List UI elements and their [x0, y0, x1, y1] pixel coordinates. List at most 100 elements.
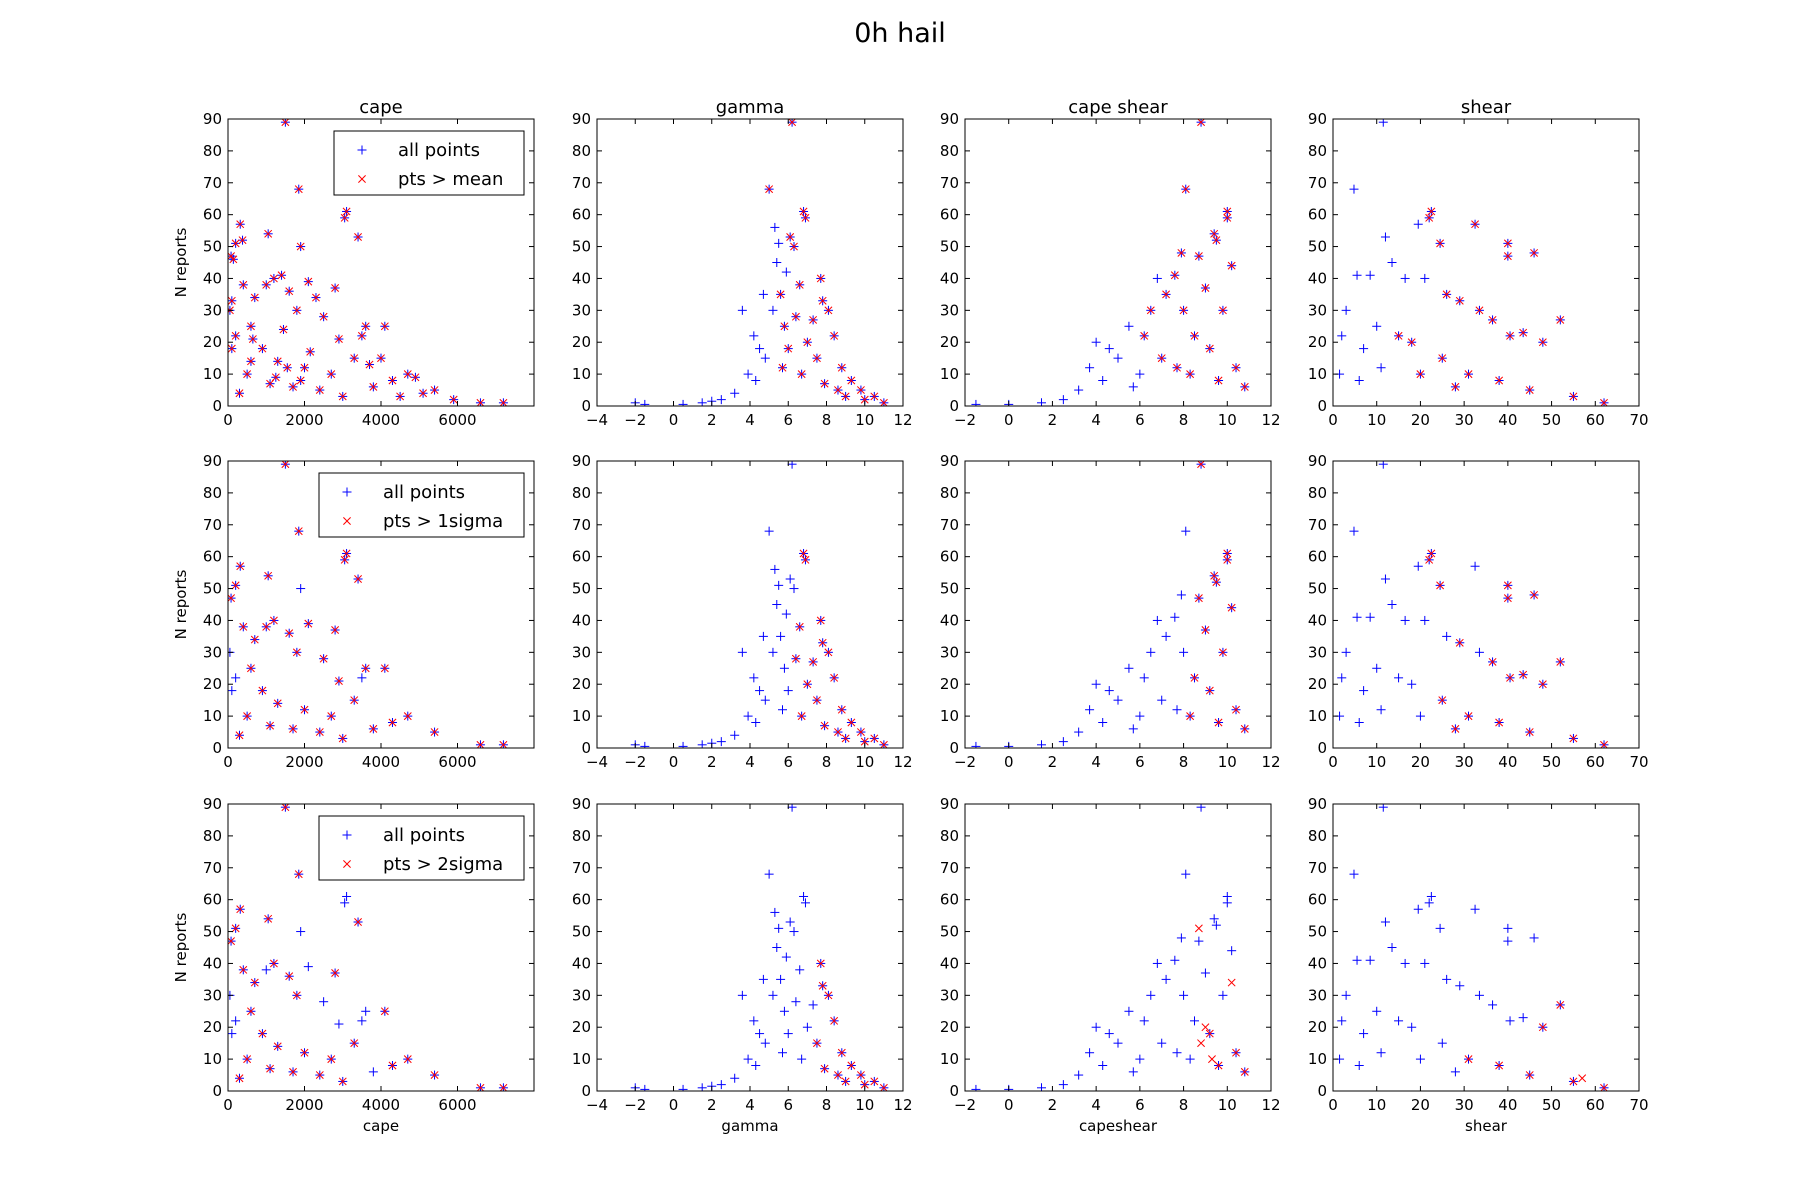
data-point	[281, 804, 290, 812]
data-point	[1380, 574, 1390, 584]
series-selected-points	[765, 119, 888, 406]
data-point	[1214, 1061, 1223, 1070]
data-point	[340, 898, 350, 908]
data-point	[476, 398, 485, 406]
y-tick-label: 30	[572, 643, 591, 661]
data-point	[1365, 270, 1375, 280]
data-point	[1455, 638, 1464, 647]
axes-frame	[964, 118, 1272, 407]
x-axis-label: shear	[1465, 1117, 1508, 1135]
data-point	[1179, 306, 1188, 315]
axes-frame	[1332, 803, 1640, 1092]
data-point	[1209, 914, 1219, 924]
data-point	[1442, 631, 1452, 641]
data-point	[258, 344, 267, 353]
data-point	[1091, 679, 1101, 689]
x-tick-label: 50	[1542, 1096, 1561, 1114]
data-point	[269, 616, 278, 625]
data-point	[266, 721, 275, 730]
data-point	[1140, 331, 1149, 340]
legend: all points pts > 1sigma	[318, 472, 525, 538]
y-tick-label: 10	[940, 365, 959, 383]
data-point	[1201, 284, 1210, 292]
data-point	[1190, 673, 1199, 682]
data-point	[1232, 705, 1240, 714]
data-point	[430, 386, 439, 395]
data-point	[235, 389, 244, 398]
data-point	[795, 965, 805, 975]
data-point	[830, 1016, 839, 1025]
y-tick-label: 40	[940, 611, 959, 629]
data-point	[1495, 376, 1504, 385]
data-point	[751, 375, 761, 385]
data-point	[380, 322, 389, 331]
x-tick-label: 2	[1048, 1096, 1058, 1114]
subplot-1-3: 0 10 20 30 40 50 60 70 0 10 20 30 40 50 60 70 80 90	[1308, 452, 1649, 771]
data-point	[1400, 958, 1410, 968]
y-tick-label: 10	[1308, 365, 1327, 383]
subplot-0-1: −4 −2 0 2 4 6 8 10 12 0 10 20 30 40 50 60 70 80 90 gamma	[572, 97, 913, 429]
series-all-points	[630, 804, 889, 1091]
y-axis-label: N reports	[172, 228, 190, 298]
data-point	[841, 1077, 850, 1086]
x-tick-label: 20	[1411, 753, 1430, 771]
data-point	[800, 898, 810, 908]
y-tick-label: 0	[581, 397, 591, 415]
data-point	[380, 664, 389, 673]
y-tick-label: 70	[1308, 516, 1327, 534]
data-point	[1201, 1023, 1210, 1032]
data-point	[751, 1060, 761, 1070]
y-tick-label: 60	[203, 891, 222, 909]
data-point	[755, 1029, 765, 1039]
y-tick-label: 70	[572, 174, 591, 192]
x-tick-label: 10	[855, 1096, 874, 1114]
y-tick-label: 70	[203, 859, 222, 877]
series-selected-points	[1425, 549, 1608, 748]
data-point	[830, 673, 839, 682]
x-tick-label: 6	[1135, 753, 1145, 771]
data-point	[1212, 578, 1221, 587]
x-tick-label: 4000	[362, 411, 400, 429]
x-tick-label: 0	[1328, 753, 1338, 771]
data-point	[1152, 958, 1162, 968]
series-all-points	[630, 461, 889, 748]
data-point	[239, 965, 248, 974]
data-point	[1181, 185, 1190, 194]
data-point	[1091, 1022, 1101, 1032]
y-tick-label: 60	[940, 548, 959, 566]
data-point	[1438, 696, 1447, 705]
data-point	[812, 354, 821, 363]
data-point	[774, 238, 784, 248]
data-point	[1354, 717, 1364, 727]
data-point	[1212, 236, 1221, 245]
data-point	[749, 673, 759, 683]
data-point	[770, 222, 780, 232]
data-point	[678, 399, 688, 406]
data-point	[1223, 549, 1232, 558]
subplot-2-0: 0 2000 4000 6000 0 10 20 30 40 50 60 70 80 90 cape N re…	[172, 795, 535, 1135]
data-point	[1240, 724, 1249, 733]
data-point	[1085, 1048, 1095, 1058]
y-tick-label: 80	[940, 142, 959, 160]
data-point	[388, 1061, 397, 1070]
data-point	[1372, 321, 1382, 331]
data-point	[1495, 1061, 1504, 1070]
data-point	[760, 695, 770, 705]
y-tick-label: 50	[572, 580, 591, 598]
legend-plus-icon	[342, 830, 352, 840]
x-tick-label: 6	[783, 411, 793, 429]
data-point	[304, 277, 313, 286]
y-tick-label: 30	[203, 986, 222, 1004]
data-point	[834, 1071, 842, 1080]
data-point	[797, 712, 806, 721]
x-tick-label: 70	[1629, 411, 1648, 429]
data-point	[319, 997, 329, 1007]
data-point	[277, 271, 286, 280]
y-tick-label: 20	[940, 675, 959, 693]
data-point	[1058, 395, 1068, 405]
legend-label: all points	[383, 825, 465, 846]
data-point	[1488, 315, 1497, 324]
y-tick-label: 40	[1308, 269, 1327, 287]
y-tick-label: 80	[203, 142, 222, 160]
